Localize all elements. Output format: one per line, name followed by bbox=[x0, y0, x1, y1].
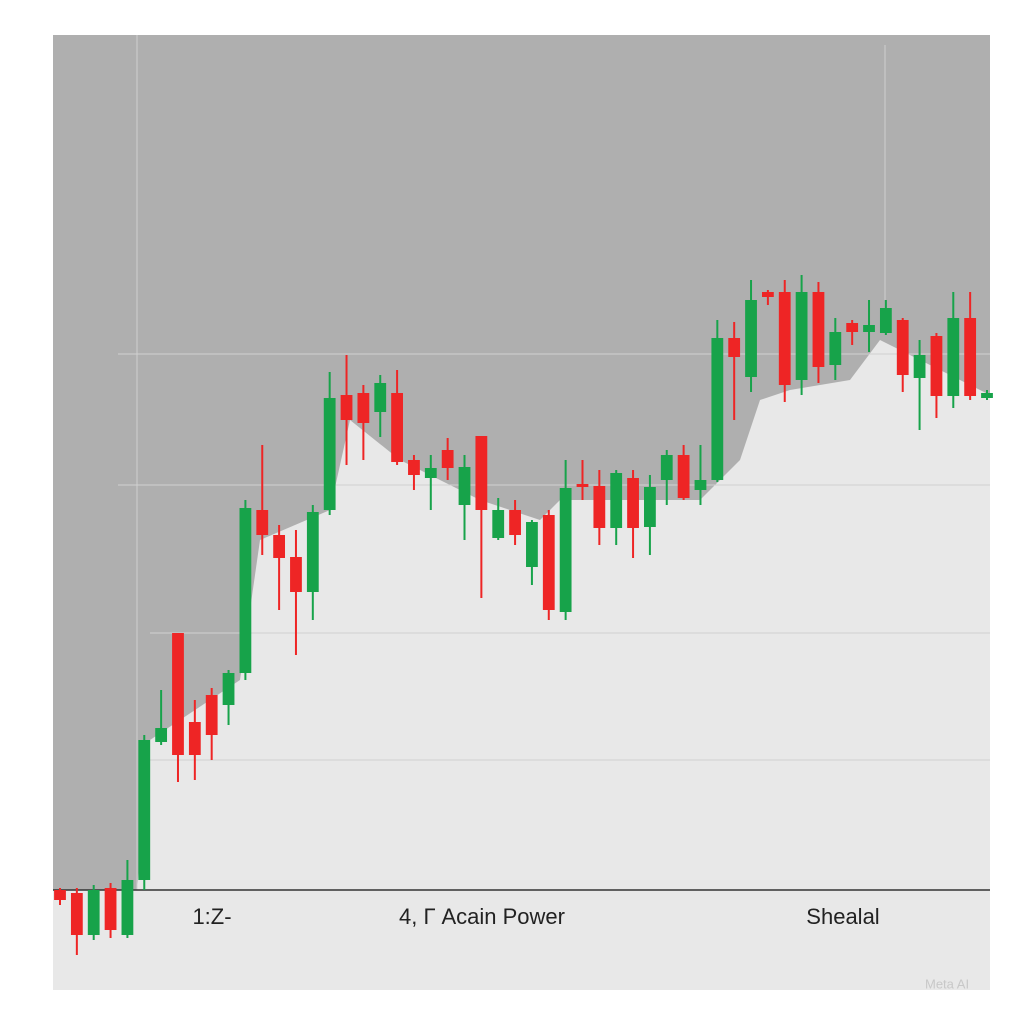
candle-body bbox=[694, 480, 707, 490]
annotation: 1:Z- bbox=[192, 904, 231, 929]
candle-body bbox=[559, 488, 572, 612]
candle-body bbox=[222, 673, 235, 705]
candle-body bbox=[896, 320, 909, 375]
candle-body bbox=[306, 512, 319, 592]
candle-body bbox=[981, 393, 993, 398]
candle-body bbox=[374, 383, 387, 412]
candle-body bbox=[458, 467, 471, 505]
annotation: Shealal bbox=[806, 904, 879, 929]
candle-body bbox=[964, 318, 977, 396]
watermark: Meta AI bbox=[925, 976, 969, 991]
candle-body bbox=[340, 395, 353, 420]
candle-body bbox=[610, 473, 623, 528]
candle-body bbox=[172, 633, 184, 755]
annotation: 4, Г Acain Power bbox=[399, 904, 565, 929]
candle-body bbox=[239, 508, 252, 673]
light-area bbox=[53, 340, 990, 990]
candle-body bbox=[424, 468, 437, 478]
candle-body bbox=[795, 292, 808, 380]
candle-body bbox=[509, 510, 521, 535]
candle-body bbox=[913, 355, 926, 378]
candle-body bbox=[846, 323, 859, 332]
candle-body bbox=[576, 484, 589, 487]
candle-body bbox=[273, 535, 286, 558]
candle-body bbox=[930, 336, 943, 396]
candle-body bbox=[290, 557, 302, 592]
candle-body bbox=[745, 300, 757, 377]
candle-body bbox=[138, 740, 151, 880]
candle-body bbox=[323, 398, 336, 510]
candle-body bbox=[475, 436, 488, 510]
candle-body bbox=[879, 308, 892, 333]
candle-body bbox=[761, 292, 774, 297]
candle-body bbox=[104, 888, 117, 930]
candle-body bbox=[728, 338, 741, 357]
candle-body bbox=[441, 450, 454, 468]
candles bbox=[54, 275, 993, 955]
candle-body bbox=[205, 695, 218, 735]
candle-body bbox=[357, 393, 370, 423]
candle-body bbox=[391, 393, 403, 462]
candle-body bbox=[492, 510, 505, 538]
candle-body bbox=[87, 890, 100, 935]
candle-body bbox=[54, 890, 66, 900]
candle-body bbox=[947, 318, 960, 396]
candle-body bbox=[627, 478, 639, 528]
candle-body bbox=[829, 332, 842, 365]
candle-body bbox=[711, 338, 724, 480]
candle-body bbox=[677, 455, 690, 498]
candle-body bbox=[863, 325, 875, 332]
candle-body bbox=[155, 728, 168, 742]
candle-body bbox=[526, 522, 538, 567]
candle-body bbox=[660, 455, 673, 480]
candle-body bbox=[408, 460, 420, 475]
candle-body bbox=[256, 510, 269, 535]
candle-body bbox=[778, 292, 791, 385]
candle-body bbox=[542, 515, 555, 610]
candle-body bbox=[188, 722, 201, 755]
candle-body bbox=[593, 486, 606, 528]
candle-body bbox=[644, 487, 656, 527]
candle-body bbox=[121, 880, 134, 935]
candle-body bbox=[812, 292, 825, 367]
candle-body bbox=[70, 893, 83, 935]
